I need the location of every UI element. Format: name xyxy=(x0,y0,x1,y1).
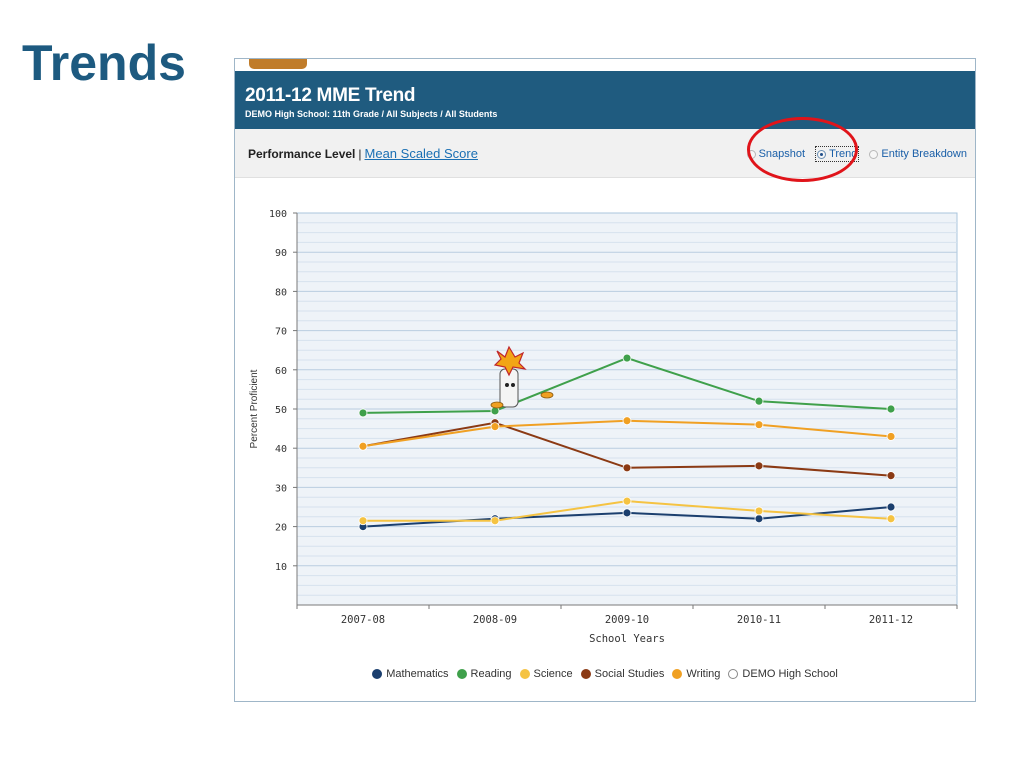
data-point-writing xyxy=(886,432,896,441)
legend-label: Reading xyxy=(470,668,512,680)
radio-icon xyxy=(746,149,756,159)
radio-selected-icon xyxy=(817,149,827,159)
entity-breakdown-label: Entity Breakdown xyxy=(881,148,967,160)
legend-item-writing[interactable]: Writing xyxy=(672,668,720,680)
data-point-mathematics xyxy=(622,508,632,518)
legend-label: Mathematics xyxy=(386,668,449,680)
y-tick-label: 60 xyxy=(275,366,287,377)
data-point-social-studies xyxy=(622,463,632,473)
measure-switch: Performance Level | Mean Scaled Score xyxy=(248,146,478,161)
legend-swatch-icon xyxy=(519,669,530,679)
data-point-writing xyxy=(490,422,500,432)
data-point-science xyxy=(754,506,764,516)
radio-icon xyxy=(869,149,879,159)
slide-title: Trends xyxy=(22,35,186,91)
legend-swatch-icon xyxy=(580,669,591,679)
data-point-reading xyxy=(754,396,764,406)
legend-item-demo-high-school[interactable]: DEMO High School xyxy=(728,668,838,680)
x-tick-label: 2011-12 xyxy=(869,614,913,626)
x-tick-label: 2007-08 xyxy=(341,614,385,626)
data-point-reading xyxy=(622,353,632,363)
data-point-science xyxy=(622,496,632,506)
x-tick-label: 2008-09 xyxy=(473,614,517,626)
data-point-social-studies xyxy=(886,471,896,481)
snapshot-radio[interactable]: Snapshot xyxy=(746,148,806,160)
panel-title: 2011-12 MME Trend xyxy=(245,85,416,106)
data-point-science xyxy=(490,516,500,526)
x-tick-label: 2010-11 xyxy=(737,614,781,626)
legend-swatch-icon xyxy=(456,669,467,679)
y-axis-label: Percent Proficient xyxy=(249,369,260,448)
data-point-writing xyxy=(622,416,632,426)
data-point-writing xyxy=(754,420,764,430)
legend-item-reading[interactable]: Reading xyxy=(456,668,512,680)
legend-item-mathematics[interactable]: Mathematics xyxy=(372,668,449,680)
mascot-hand xyxy=(490,401,504,409)
panel-header: 2011-12 MME Trend DEMO High School: 11th… xyxy=(235,71,975,129)
trend-radio[interactable]: Trend xyxy=(815,146,860,162)
legend-swatch-icon xyxy=(672,669,683,679)
data-point-social-studies xyxy=(754,461,764,471)
y-tick-label: 40 xyxy=(275,444,287,455)
panel-subtitle: DEMO High School: 11th Grade / All Subje… xyxy=(245,109,498,119)
x-tick-label: 2009-10 xyxy=(605,614,649,626)
data-point-science xyxy=(886,514,896,524)
data-point-science xyxy=(358,516,368,526)
y-tick-label: 50 xyxy=(275,405,287,416)
y-tick-label: 30 xyxy=(275,483,287,494)
y-tick-label: 70 xyxy=(275,327,287,338)
trend-label: Trend xyxy=(829,148,858,160)
data-point-writing xyxy=(358,441,368,451)
legend-swatch-icon xyxy=(372,669,383,679)
separator: | xyxy=(358,147,362,161)
legend-label: Social Studies xyxy=(594,668,665,680)
performance-level-label: Performance Level xyxy=(248,147,356,161)
data-point-mathematics xyxy=(754,514,764,524)
y-tick-label: 100 xyxy=(269,209,287,220)
legend-label: DEMO High School xyxy=(742,668,838,680)
chart-panel: 2011-12 MME Trend DEMO High School: 11th… xyxy=(234,58,976,702)
mean-scaled-score-link[interactable]: Mean Scaled Score xyxy=(364,146,478,161)
legend-swatch-icon xyxy=(728,669,739,679)
legend-item-social-studies[interactable]: Social Studies xyxy=(580,668,665,680)
y-tick-label: 80 xyxy=(275,287,287,298)
trend-chart: 10 20 30 40 50 60 70 80 90 100 2007-08 2008-09 2009-… xyxy=(249,209,958,645)
y-tick-label: 90 xyxy=(275,248,287,259)
data-point-mathematics xyxy=(886,502,896,512)
legend-item-science[interactable]: Science xyxy=(519,668,573,680)
mascot-eye xyxy=(505,383,509,387)
panel-tab[interactable] xyxy=(249,59,307,69)
data-point-reading xyxy=(358,408,368,418)
y-tick-label: 20 xyxy=(275,523,287,534)
mascot-hand xyxy=(540,391,554,399)
view-options: Snapshot Trend Entity Breakdown xyxy=(746,146,967,162)
data-point-reading xyxy=(886,404,896,414)
chart-legend: Mathematics Reading Science Social Studies W… xyxy=(235,668,975,682)
y-tick-label: 10 xyxy=(275,562,287,573)
snapshot-label: Snapshot xyxy=(758,148,806,160)
toolbar: Performance Level | Mean Scaled Score Snap… xyxy=(235,129,975,178)
mascot-eye xyxy=(511,383,515,387)
legend-label: Writing xyxy=(686,668,721,680)
legend-label: Science xyxy=(533,668,573,680)
entity-breakdown-radio[interactable]: Entity Breakdown xyxy=(869,148,967,160)
spark-icon xyxy=(493,345,527,377)
x-axis-label: School Years xyxy=(589,633,665,645)
